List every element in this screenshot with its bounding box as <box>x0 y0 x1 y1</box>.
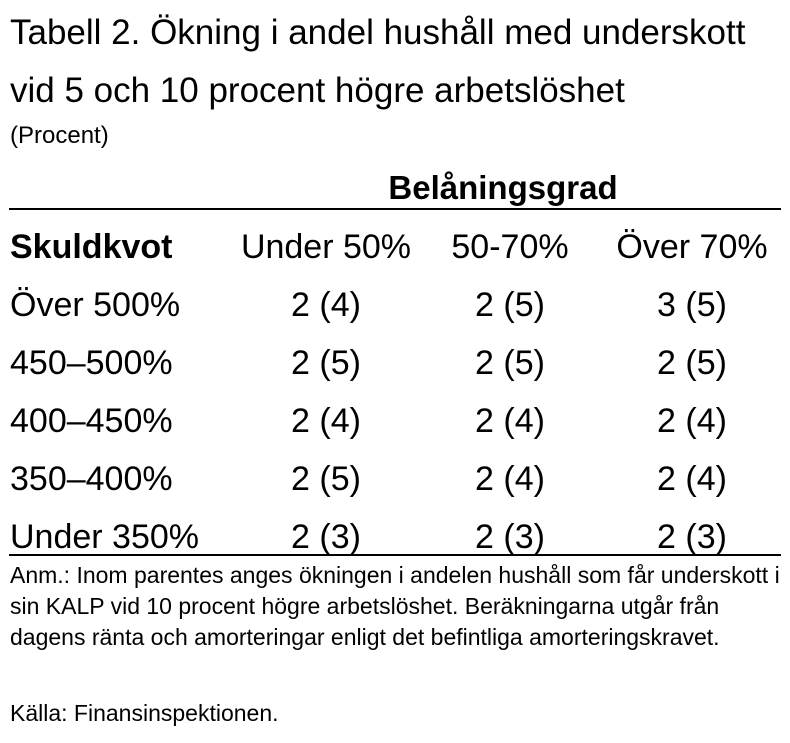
table-title: Tabell 2. Ökning i andel hushåll med und… <box>10 13 746 110</box>
table-cell: 2 (4) <box>291 402 361 440</box>
table-cell: 2 (4) <box>657 402 727 440</box>
table-cell: 3 (5) <box>657 286 727 324</box>
column-header: Under 50% <box>240 228 412 266</box>
table-cell: 2 (4) <box>475 460 545 498</box>
table-cell: 2 (5) <box>291 344 361 382</box>
table-bottom-rule <box>9 554 781 556</box>
table-cell: 2 (5) <box>475 286 545 324</box>
row-label: 400–450% <box>10 402 173 440</box>
row-label: Över 500% <box>10 286 181 324</box>
row-label: Under 350% <box>10 518 200 556</box>
table-row: 400–450% 2 (4) 2 (4) 2 (4) <box>0 392 790 450</box>
table-cell: 2 (3) <box>475 518 545 556</box>
row-label: 350–400% <box>10 460 173 498</box>
header-row: Skuldkvot Under 50% 50-70% Över 70% <box>0 218 790 276</box>
table-cell: 2 (5) <box>475 344 545 382</box>
column-header: 50-70% <box>451 228 569 266</box>
table-cell: 2 (4) <box>657 460 727 498</box>
column-group-header: Belåningsgrad <box>388 169 618 206</box>
table-row: 350–400% 2 (5) 2 (4) 2 (4) <box>0 450 790 508</box>
table-cell: 2 (3) <box>657 518 727 556</box>
table-row: 450–500% 2 (5) 2 (5) 2 (5) <box>0 334 790 392</box>
table-cell: 2 (3) <box>291 518 361 556</box>
source-note: Källa: Finansinspektionen. <box>10 700 279 726</box>
table-cell: 2 (4) <box>291 286 361 324</box>
row-header-label: Skuldkvot <box>10 228 173 266</box>
column-header: Över 70% <box>616 228 768 266</box>
row-label: 450–500% <box>10 344 173 382</box>
unit-label: (Procent) <box>10 122 109 149</box>
table-cell: 2 (5) <box>291 460 361 498</box>
table-cell: 2 (5) <box>657 344 727 382</box>
table-cell: 2 (4) <box>475 402 545 440</box>
table-row: Under 350% 2 (3) 2 (3) 2 (3) <box>0 508 790 566</box>
header-rule <box>9 208 781 210</box>
table-note: Anm.: Inom parentes anges ökningen i and… <box>10 562 780 650</box>
table-row: Över 500% 2 (4) 2 (5) 3 (5) <box>0 276 790 334</box>
